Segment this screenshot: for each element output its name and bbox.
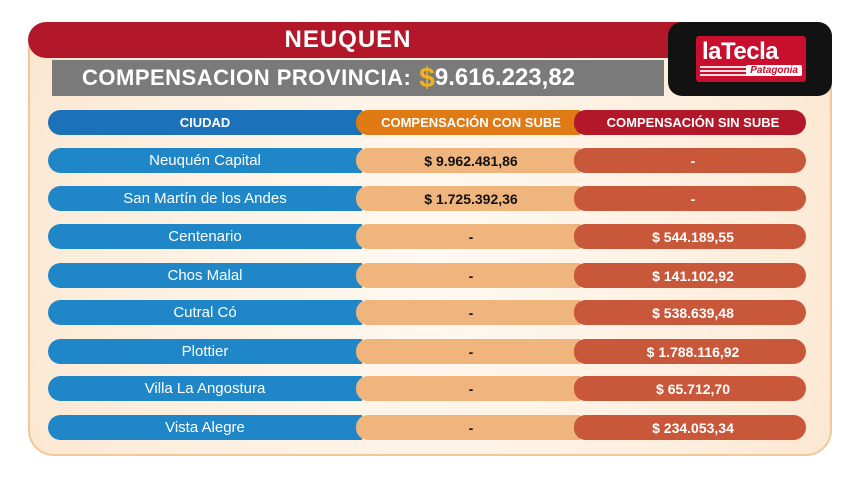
- column-header-con-sube: COMPENSACIÓN CON SUBE: [356, 110, 580, 135]
- sin-sube-cell: $ 65.712,70: [574, 376, 806, 401]
- column-header-sin-sube: COMPENSACIÓN SIN SUBE: [574, 110, 806, 135]
- city-cell: Chos Malal: [48, 263, 362, 288]
- con-sube-cell: -: [356, 224, 580, 249]
- con-sube-cell: $ 9.962.481,86: [356, 148, 580, 173]
- logo-subtitle: Patagonia: [746, 65, 802, 76]
- sin-sube-cell: -: [574, 148, 806, 173]
- con-sube-cell: -: [356, 376, 580, 401]
- table-row: Cutral Có - $ 538.639,48: [48, 300, 812, 325]
- sin-sube-cell: $ 538.639,48: [574, 300, 806, 325]
- latecla-logo: laTecla Patagonia: [668, 22, 832, 96]
- table-row: Plottier - $ 1.788.116,92: [48, 339, 812, 364]
- city-cell: Neuquén Capital: [48, 148, 362, 173]
- con-sube-cell: -: [356, 300, 580, 325]
- city-cell: Cutral Có: [48, 300, 362, 325]
- con-sube-cell: -: [356, 339, 580, 364]
- table-header: CIUDAD COMPENSACIÓN CON SUBE COMPENSACIÓ…: [48, 110, 812, 135]
- sin-sube-cell: $ 1.788.116,92: [574, 339, 806, 364]
- con-sube-cell: -: [356, 263, 580, 288]
- city-cell: Vista Alegre: [48, 415, 362, 440]
- compensation-amount: 9.616.223,82: [434, 64, 576, 91]
- column-header-city: CIUDAD: [48, 110, 362, 135]
- sin-sube-cell: -: [574, 186, 806, 211]
- logo-name: laTecla: [702, 38, 779, 65]
- sin-sube-cell: $ 141.102,92: [574, 263, 806, 288]
- logo-tagline-lines: [700, 66, 748, 76]
- logo-badge: laTecla Patagonia: [696, 36, 806, 82]
- table-row: Neuquén Capital $ 9.962.481,86-: [48, 148, 812, 173]
- province-title: NEUQUEN: [284, 26, 412, 53]
- currency-symbol: $: [419, 62, 435, 93]
- compensation-bar: COMPENSACION PROVINCIA: $ 9.616.223,82: [52, 60, 664, 96]
- city-cell: Villa La Angostura: [48, 376, 362, 401]
- con-sube-cell: $ 1.725.392,36: [356, 186, 580, 211]
- compensation-label: COMPENSACION PROVINCIA:: [82, 65, 412, 90]
- table-row: Villa La Angostura - $ 65.712,70: [48, 376, 812, 401]
- title-bar: NEUQUEN: [28, 22, 708, 58]
- city-cell: San Martín de los Andes: [48, 186, 362, 211]
- con-sube-cell: -: [356, 415, 580, 440]
- sin-sube-cell: $ 234.053,34: [574, 415, 806, 440]
- table-row: San Martín de los Andes $ 1.725.392,36-: [48, 186, 812, 211]
- table-row: Centenario - $ 544.189,55: [48, 224, 812, 249]
- city-cell: Centenario: [48, 224, 362, 249]
- sin-sube-cell: $ 544.189,55: [574, 224, 806, 249]
- city-cell: Plottier: [48, 339, 362, 364]
- table-row: Chos Malal - $ 141.102,92: [48, 263, 812, 288]
- table-row: Vista Alegre - $ 234.053,34: [48, 415, 812, 440]
